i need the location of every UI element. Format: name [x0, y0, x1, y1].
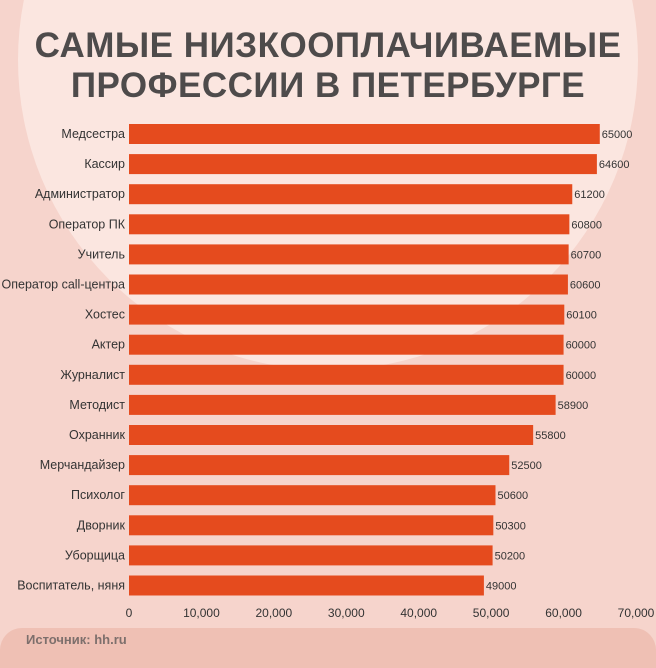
bar	[129, 485, 496, 506]
x-tick-label: 50,000	[473, 606, 510, 620]
bar	[129, 124, 600, 144]
bar	[129, 364, 564, 385]
bar	[129, 545, 493, 566]
chart-title: САМЫЕ НИЗКООПЛАЧИВАЕМЫЕ ПРОФЕССИИ В ПЕТЕ…	[0, 26, 656, 106]
data-label: 60000	[566, 370, 597, 382]
x-tick-label: 30,000	[328, 606, 365, 620]
category-label: Охранник	[69, 428, 126, 442]
bar	[129, 244, 569, 265]
bar	[129, 184, 573, 205]
data-label: 55800	[535, 430, 566, 442]
bar	[129, 154, 597, 175]
data-label: 58900	[558, 400, 589, 412]
bar	[129, 214, 570, 235]
data-label: 52500	[511, 460, 542, 472]
category-label: Журналист	[60, 368, 125, 382]
data-label: 60800	[571, 219, 602, 231]
data-label: 65000	[602, 129, 633, 141]
bar	[129, 425, 534, 445]
bar	[129, 334, 564, 355]
x-tick-label: 20,000	[256, 606, 293, 620]
category-label: Дворник	[77, 518, 126, 532]
x-tick-label: 60,000	[545, 606, 582, 620]
bar	[129, 394, 556, 415]
category-label: Оператор call-центра	[2, 278, 126, 292]
bar	[129, 575, 484, 596]
category-label: Медсестра	[61, 127, 125, 141]
data-label: 60600	[570, 280, 601, 292]
category-label: Оператор ПК	[49, 217, 126, 231]
category-label: Актер	[92, 338, 125, 352]
chart-title-line-2: ПРОФЕССИИ В ПЕТЕРБУРГЕ	[70, 66, 586, 105]
x-tick-label: 0	[126, 606, 133, 620]
data-label: 60700	[571, 249, 602, 261]
x-tick-label: 10,000	[183, 606, 220, 620]
data-label: 49000	[486, 581, 517, 593]
bar	[129, 455, 510, 476]
category-label: Уборщица	[65, 548, 125, 562]
data-label: 60100	[566, 310, 597, 322]
bar	[129, 274, 568, 295]
category-label: Психолог	[71, 488, 125, 502]
category-label: Воспитатель, няня	[17, 579, 125, 593]
category-label: Хостес	[85, 308, 125, 322]
chart-title-line-1: САМЫЕ НИЗКООПЛАЧИВАЕМЫЕ	[34, 26, 622, 65]
data-label: 60000	[566, 340, 597, 352]
bar	[129, 304, 565, 325]
source-note: Источник: hh.ru	[26, 632, 127, 647]
data-label: 50300	[495, 520, 526, 532]
data-label: 50200	[495, 550, 526, 562]
category-label: Администратор	[35, 187, 125, 201]
category-label: Методист	[69, 398, 125, 412]
x-tick-label: 70,000	[618, 606, 655, 620]
data-label: 50600	[497, 490, 528, 502]
data-label: 64600	[599, 159, 630, 171]
bar	[129, 515, 494, 536]
category-label: Мерчандайзер	[40, 458, 125, 472]
category-label: Кассир	[84, 157, 125, 171]
data-label: 61200	[574, 189, 605, 201]
category-label: Учитель	[78, 247, 125, 261]
x-tick-label: 40,000	[400, 606, 437, 620]
